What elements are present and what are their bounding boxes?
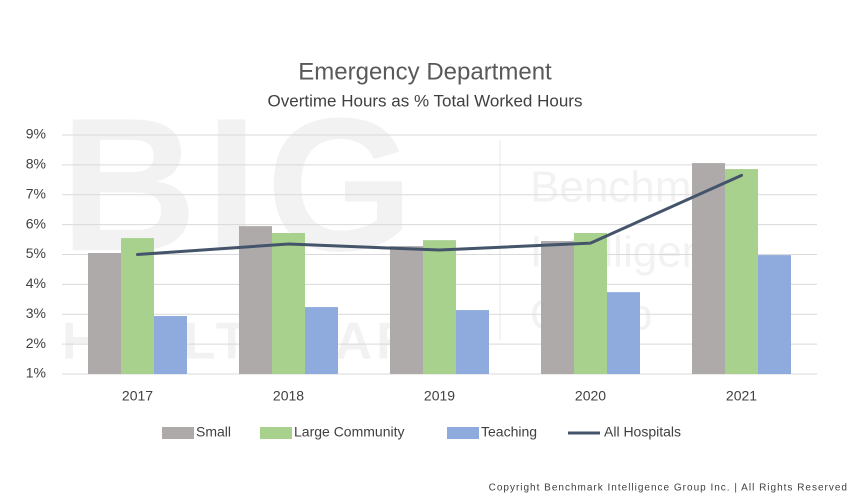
- bar: [725, 169, 758, 374]
- y-tick-label: 9%: [26, 126, 46, 142]
- bar: [692, 163, 725, 374]
- y-tick-label: 2%: [26, 335, 46, 351]
- legend-label: Teaching: [481, 424, 537, 440]
- bar: [272, 232, 305, 374]
- copyright: Copyright Benchmark Intelligence Group I…: [489, 483, 848, 494]
- bar: [390, 246, 423, 374]
- y-tick-label: 5%: [26, 245, 46, 261]
- y-tick-label: 3%: [26, 305, 46, 321]
- y-tick-label: 6%: [26, 215, 46, 231]
- y-tick-label: 4%: [26, 275, 46, 291]
- legend-swatch: [260, 427, 292, 439]
- y-tick-label: 7%: [26, 185, 46, 201]
- chart-subtitle: Overtime Hours as % Total Worked Hours: [268, 91, 583, 110]
- x-tick-label: 2020: [575, 388, 606, 404]
- x-tick-label: 2019: [424, 388, 455, 404]
- bar: [574, 232, 607, 374]
- bar: [88, 253, 121, 374]
- bar: [607, 292, 640, 374]
- bar: [758, 255, 791, 374]
- bar: [121, 238, 154, 374]
- bar: [456, 310, 489, 374]
- legend-label: Large Community: [294, 424, 405, 440]
- chart-title: Emergency Department: [298, 58, 552, 85]
- bar: [541, 241, 574, 374]
- legend-label: All Hospitals: [604, 424, 681, 440]
- legend-swatch: [447, 427, 479, 439]
- legend-label: Small: [196, 424, 231, 440]
- bar: [154, 316, 187, 374]
- y-tick-label: 1%: [26, 365, 46, 381]
- x-tick-label: 2018: [273, 388, 304, 404]
- bar: [305, 307, 338, 374]
- x-tick-label: 2021: [726, 388, 757, 404]
- x-tick-label: 2017: [122, 388, 153, 404]
- y-tick-label: 8%: [26, 156, 46, 172]
- bar: [423, 240, 456, 374]
- bar: [239, 226, 272, 374]
- line-series: [136, 173, 743, 256]
- legend-swatch: [162, 427, 194, 439]
